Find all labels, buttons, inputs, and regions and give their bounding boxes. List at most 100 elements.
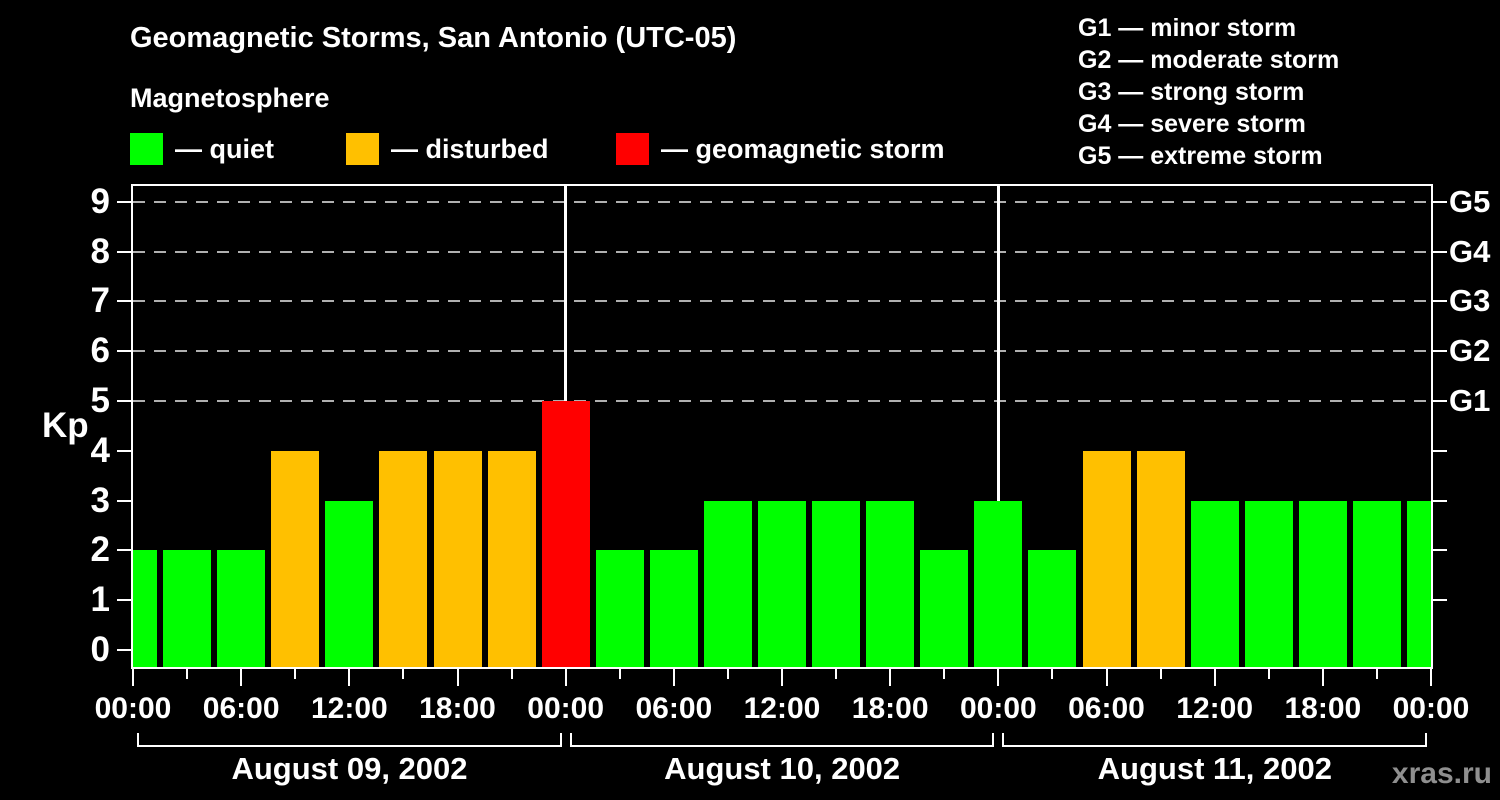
day-bracket-end [1002, 733, 1005, 747]
day-bracket-line-0 [137, 745, 560, 747]
grid-line-kp5 [133, 400, 1431, 402]
day-bracket-end [992, 733, 995, 747]
x-tick-label: 06:00 [202, 692, 280, 725]
x-tick [943, 669, 946, 679]
g-level-label-g1: G1 [1449, 383, 1491, 418]
g-scale-line-g3: G3 — strong storm [1078, 78, 1305, 106]
y-tick-label-7: 7 [90, 281, 110, 321]
quiet-color-swatch [130, 133, 163, 165]
right-tick-9 [1433, 200, 1447, 203]
right-tick-3 [1433, 499, 1447, 502]
kp-bar [866, 500, 915, 667]
kp-bar [1082, 450, 1131, 667]
day-bracket-end [569, 733, 572, 747]
grid-line-kp6 [133, 350, 1431, 353]
x-tick-label: 12:00 [743, 692, 821, 725]
x-tick [186, 669, 189, 679]
kp-bar [920, 550, 969, 667]
y-tick-7 [117, 300, 131, 303]
day-bracket-end [1425, 733, 1427, 747]
g-scale-line-g1: G1 — minor storm [1078, 14, 1297, 42]
x-tick [1105, 669, 1108, 686]
y-tick-label-6: 6 [90, 331, 110, 371]
y-tick-label-1: 1 [90, 580, 110, 620]
right-tick-6 [1433, 350, 1447, 353]
x-tick [1051, 669, 1054, 679]
kp-bar [974, 500, 1023, 667]
kp-bar [487, 450, 536, 667]
kp-bar [217, 550, 266, 667]
x-tick [1267, 669, 1270, 679]
day-bracket-end [559, 733, 562, 747]
x-tick [348, 669, 351, 686]
kp-bar [1028, 550, 1077, 667]
y-tick-8 [117, 250, 131, 253]
x-tick [835, 669, 838, 679]
right-tick-1 [1433, 599, 1447, 602]
x-tick-label: 00:00 [959, 692, 1037, 725]
y-tick-label-8: 8 [90, 231, 110, 271]
g-scale-line-g4: G4 — severe storm [1078, 110, 1306, 138]
x-tick-label: 06:00 [635, 692, 713, 725]
x-tick [781, 669, 783, 686]
plot-area [131, 184, 1433, 669]
day-label-0: August 09, 2002 [231, 751, 468, 786]
x-tick-label: 18:00 [1284, 692, 1362, 725]
day-bracket-line-1 [569, 745, 993, 747]
kp-bar [1244, 500, 1293, 667]
y-tick-9 [117, 200, 131, 203]
storm-color-swatch [616, 133, 649, 165]
x-tick [456, 669, 459, 686]
kp-bar [1136, 450, 1185, 667]
y-tick-3 [117, 499, 131, 502]
x-tick [889, 669, 892, 686]
g-scale-line-g2: G2 — moderate storm [1078, 46, 1340, 74]
y-tick-2 [117, 549, 131, 552]
g-level-label-g3: G3 [1449, 283, 1491, 319]
legend-label-storm: — geomagnetic storm [661, 133, 945, 164]
kp-bar [1190, 500, 1239, 667]
legend-item-storm: — geomagnetic storm [616, 133, 945, 165]
g-scale-line-g5: G5 — extreme storm [1078, 142, 1323, 170]
chart-title: Geomagnetic Storms, San Antonio (UTC-05) [130, 22, 737, 54]
day-bracket-end [137, 733, 139, 747]
kp-bar [1407, 500, 1431, 667]
y-tick-label-4: 4 [90, 430, 110, 470]
legend-item-disturbed: — disturbed [346, 133, 549, 165]
x-tick [1321, 669, 1324, 686]
kp-bar [703, 500, 752, 667]
y-tick-0 [117, 649, 131, 651]
x-tick-label: 00:00 [94, 692, 172, 725]
kp-bar [1352, 500, 1401, 667]
right-tick-4 [1433, 449, 1447, 452]
kp-bar [133, 550, 157, 667]
x-tick [132, 669, 134, 686]
x-tick [726, 669, 729, 679]
y-tick-1 [117, 599, 131, 602]
legend-item-quiet: — quiet [130, 133, 274, 165]
grid-line-kp9 [133, 200, 1431, 203]
x-tick [510, 669, 513, 679]
y-tick-label-5: 5 [90, 381, 110, 420]
x-tick-label: 18:00 [419, 692, 496, 725]
kp-bar [595, 550, 644, 667]
x-tick [402, 669, 405, 679]
right-tick-5 [1433, 400, 1447, 402]
x-tick [1159, 669, 1162, 679]
x-tick [1375, 669, 1378, 679]
y-tick-label-2: 2 [90, 530, 110, 570]
kp-bar [163, 550, 212, 667]
kp-bar [433, 450, 482, 667]
x-tick-label: 00:00 [527, 692, 605, 725]
day-label-1: August 10, 2002 [664, 751, 901, 786]
x-tick [1213, 669, 1216, 686]
right-tick-7 [1433, 300, 1447, 303]
kp-bar [758, 500, 806, 667]
kp-bar [271, 450, 320, 667]
kp-bar [1298, 500, 1347, 667]
kp-bar [379, 450, 428, 667]
x-tick [672, 669, 675, 686]
y-tick-6 [117, 350, 131, 353]
kp-bar [812, 500, 861, 667]
